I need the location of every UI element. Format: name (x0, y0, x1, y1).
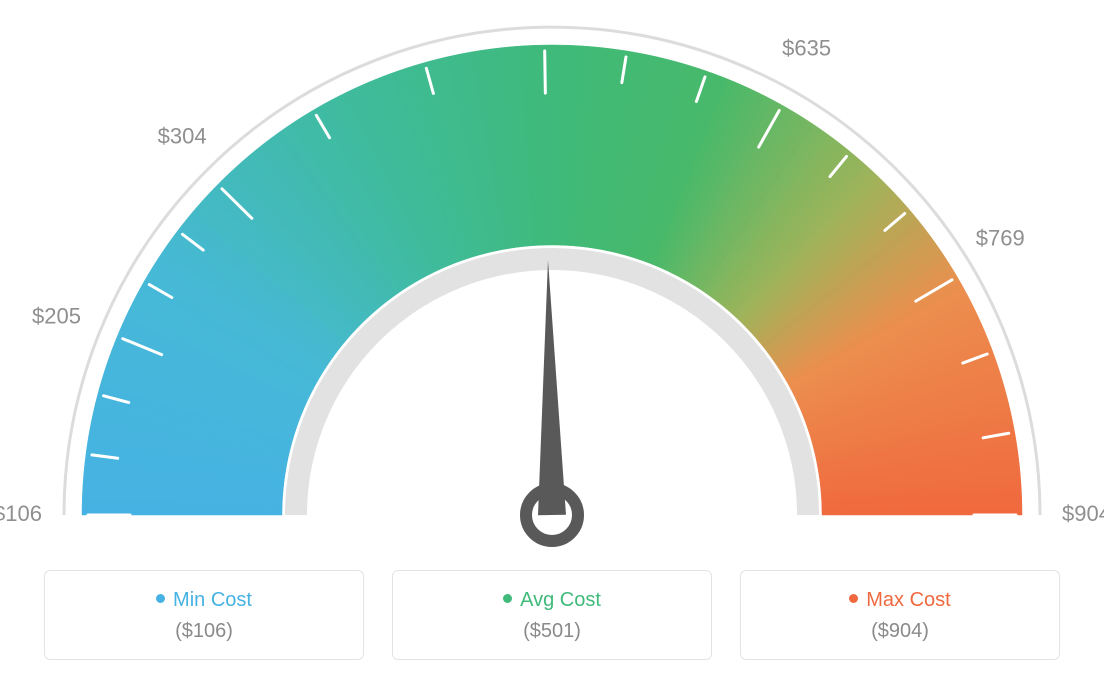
legend-max-label: Max Cost (866, 589, 950, 611)
legend-max-dot (849, 594, 858, 603)
legend-card-max: Max Cost ($904) (740, 570, 1060, 660)
legend-min-dot (156, 594, 165, 603)
tick-label-304: $304 (158, 123, 207, 148)
legend-avg-label: Avg Cost (520, 589, 601, 611)
legend-max-title: Max Cost (741, 589, 1059, 612)
legend-avg-dot (503, 594, 512, 603)
gauge-svg: $106$205$304$501$635$769$904 (0, 0, 1104, 560)
legend-card-min: Min Cost ($106) (44, 570, 364, 660)
tick-label-769: $769 (976, 225, 1025, 250)
legend-min-title: Min Cost (45, 589, 363, 612)
legend-card-avg: Avg Cost ($501) (392, 570, 712, 660)
legend-avg-value: ($501) (393, 620, 711, 643)
legend-max-value: ($904) (741, 620, 1059, 643)
legend-row: Min Cost ($106) Avg Cost ($501) Max Cost… (0, 570, 1104, 660)
tick-label-106: $106 (0, 501, 42, 526)
tick-label-635: $635 (782, 36, 831, 61)
gauge-needle (538, 260, 566, 515)
tick-label-205: $205 (32, 303, 81, 328)
legend-avg-title: Avg Cost (393, 589, 711, 612)
legend-min-value: ($106) (45, 620, 363, 643)
tick-label-904: $904 (1062, 501, 1104, 526)
gauge-chart: $106$205$304$501$635$769$904 (0, 0, 1104, 560)
legend-min-label: Min Cost (173, 589, 252, 611)
